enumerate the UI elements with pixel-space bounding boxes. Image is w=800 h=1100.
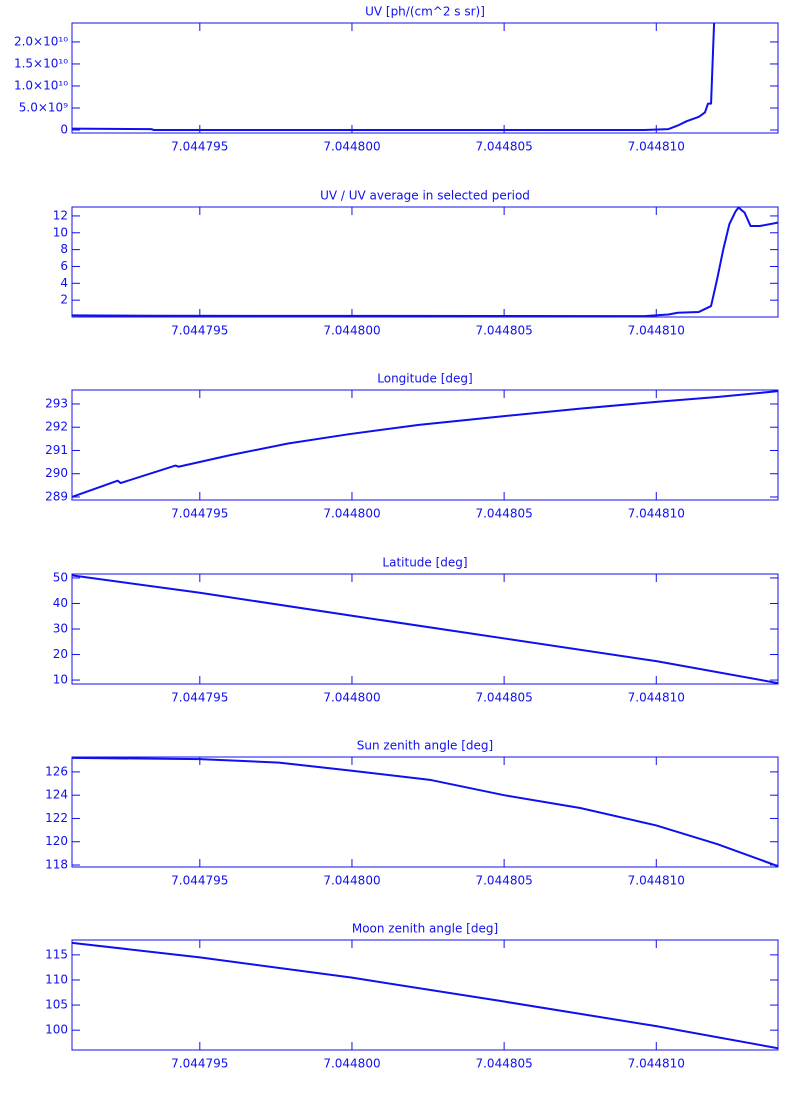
x-tick-label: 7.044810 bbox=[628, 691, 685, 705]
plot-title: Moon zenith angle [deg] bbox=[352, 922, 498, 936]
y-tick-label: 0 bbox=[60, 123, 68, 137]
data-line bbox=[72, 23, 716, 132]
x-tick-label: 7.044800 bbox=[323, 691, 380, 705]
x-tick-label: 7.044800 bbox=[323, 874, 380, 888]
y-tick-label: 124 bbox=[45, 788, 68, 802]
y-tick-label: 291 bbox=[45, 443, 68, 457]
data-line bbox=[72, 574, 778, 684]
y-tick-label: 289 bbox=[45, 489, 68, 503]
y-tick-label: 1.0×10¹⁰ bbox=[14, 78, 68, 92]
plot-panel: Longitude [deg] 7.044795 7.044800 7.044805 7… bbox=[45, 372, 779, 521]
plot-panel: Sun zenith angle [deg] 7.044795 7.044800 7.… bbox=[45, 739, 779, 888]
x-tick-label: 7.044800 bbox=[323, 140, 380, 154]
y-tick-label: 10 bbox=[53, 225, 68, 239]
x-tick-label: 7.044805 bbox=[475, 324, 532, 338]
plot-frame bbox=[71, 22, 779, 134]
plot-title: UV / UV average in selected period bbox=[320, 189, 530, 203]
x-tick-label: 7.044800 bbox=[323, 324, 380, 338]
x-tick-label: 7.044805 bbox=[475, 1057, 532, 1071]
y-tick-label: 105 bbox=[45, 998, 68, 1012]
y-tick-label: 110 bbox=[45, 972, 68, 986]
plot-panel: UV / UV average in selected period 7.0447… bbox=[53, 189, 779, 338]
y-tick-label: 2.0×10¹⁰ bbox=[14, 34, 68, 48]
x-tick-label: 7.044795 bbox=[171, 1057, 228, 1071]
data-line bbox=[72, 757, 778, 867]
y-tick-label: 292 bbox=[45, 420, 68, 434]
y-tick-label: 30 bbox=[53, 622, 68, 636]
y-tick-label: 122 bbox=[45, 811, 68, 825]
x-tick-label: 7.044805 bbox=[475, 507, 532, 521]
x-tick-label: 7.044810 bbox=[628, 140, 685, 154]
y-tick-label: 2 bbox=[60, 293, 68, 307]
y-tick-label: 118 bbox=[45, 858, 68, 872]
y-tick-label: 293 bbox=[45, 396, 68, 410]
x-tick-label: 7.044805 bbox=[475, 691, 532, 705]
plot-title: UV [ph/(cm^2 s sr)] bbox=[365, 5, 485, 19]
y-tick-label: 120 bbox=[45, 834, 68, 848]
y-tick-label: 8 bbox=[60, 242, 68, 256]
y-tick-label: 5.0×10⁹ bbox=[19, 100, 68, 114]
plot-frame bbox=[71, 206, 779, 318]
x-tick-label: 7.044795 bbox=[171, 140, 228, 154]
plot-panel: UV [ph/(cm^2 s sr)] 7.044795 7.044800 7.044… bbox=[14, 5, 779, 154]
y-tick-label: 10 bbox=[53, 673, 68, 687]
x-tick-label: 7.044795 bbox=[171, 324, 228, 338]
plot-title: Sun zenith angle [deg] bbox=[357, 739, 493, 753]
plot-title: Latitude [deg] bbox=[382, 556, 467, 570]
x-tick-label: 7.044795 bbox=[171, 691, 228, 705]
plot-title: Longitude [deg] bbox=[377, 372, 472, 386]
plot-frame bbox=[71, 756, 779, 868]
y-tick-label: 100 bbox=[45, 1023, 68, 1037]
y-tick-label: 6 bbox=[60, 259, 68, 273]
data-line bbox=[72, 941, 778, 1050]
x-tick-label: 7.044810 bbox=[628, 324, 685, 338]
x-tick-label: 7.044810 bbox=[628, 1057, 685, 1071]
y-tick-label: 20 bbox=[53, 647, 68, 661]
plot-panel: Latitude [deg] 7.044795 7.044800 7.044805 7.… bbox=[53, 556, 779, 705]
plot-frame bbox=[71, 389, 779, 501]
x-tick-label: 7.044810 bbox=[628, 874, 685, 888]
y-tick-label: 126 bbox=[45, 764, 68, 778]
plot-frame bbox=[71, 939, 779, 1051]
x-tick-label: 7.044805 bbox=[475, 140, 532, 154]
x-tick-label: 7.044795 bbox=[171, 507, 228, 521]
x-tick-label: 7.044805 bbox=[475, 874, 532, 888]
x-tick-label: 7.044795 bbox=[171, 874, 228, 888]
y-tick-label: 4 bbox=[60, 276, 68, 290]
y-tick-label: 12 bbox=[53, 208, 68, 222]
data-line bbox=[72, 390, 778, 498]
y-tick-label: 290 bbox=[45, 466, 68, 480]
y-tick-label: 1.5×10¹⁰ bbox=[14, 56, 68, 70]
plot-panel: Moon zenith angle [deg] 7.044795 7.044800 7… bbox=[45, 922, 779, 1071]
y-tick-label: 115 bbox=[45, 947, 68, 961]
x-tick-label: 7.044810 bbox=[628, 507, 685, 521]
x-tick-label: 7.044800 bbox=[323, 1057, 380, 1071]
y-tick-label: 40 bbox=[53, 596, 68, 610]
x-tick-label: 7.044800 bbox=[323, 507, 380, 521]
data-line bbox=[72, 207, 778, 317]
y-tick-label: 50 bbox=[53, 570, 68, 584]
